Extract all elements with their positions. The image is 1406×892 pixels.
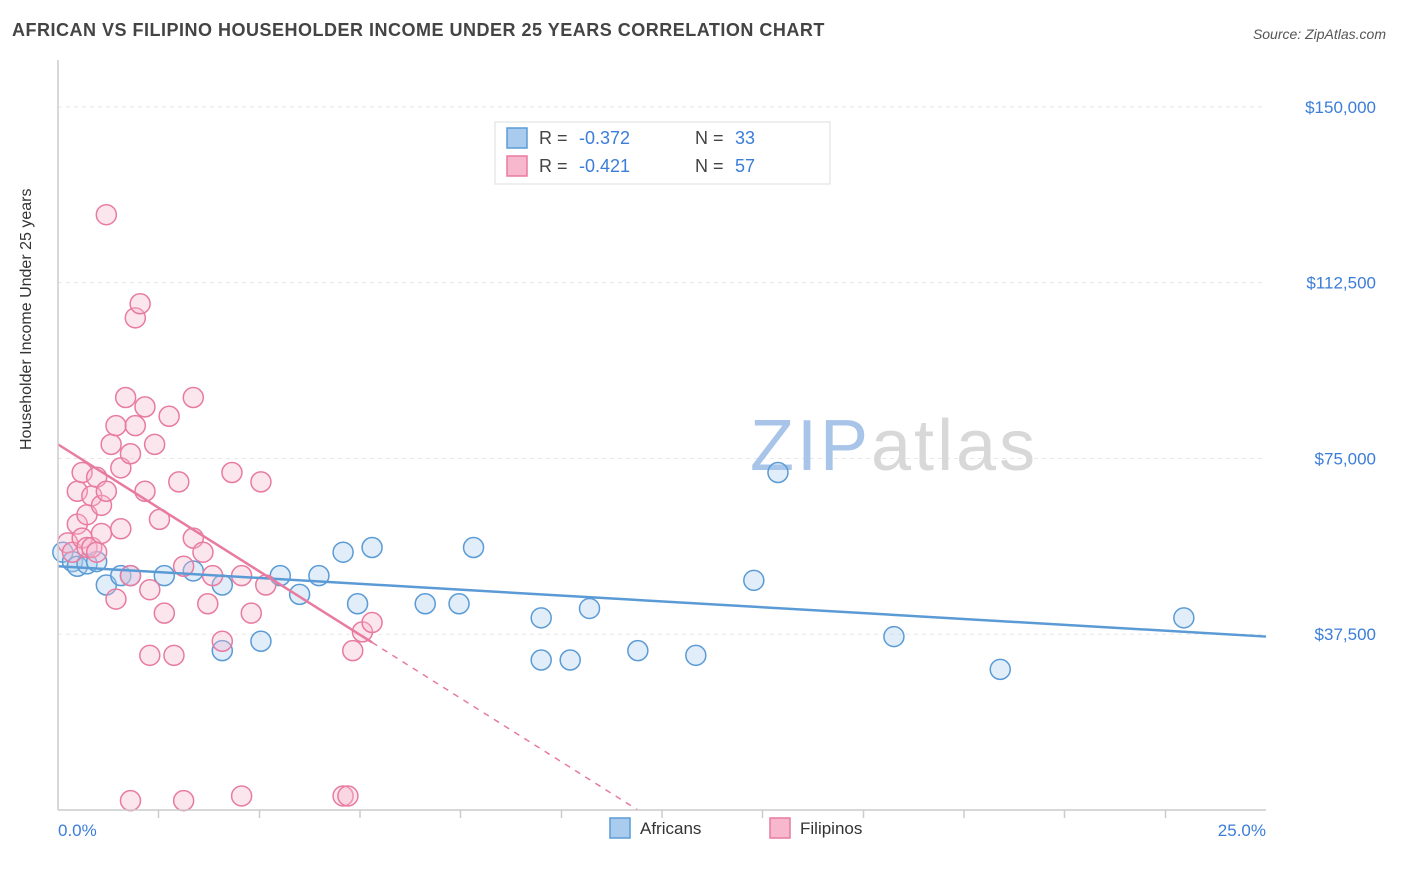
data-point — [96, 205, 116, 225]
scatter-chart: $37,500$75,000$112,500$150,000 ZIPatlas … — [50, 60, 1386, 840]
data-point — [116, 388, 136, 408]
data-point — [531, 608, 551, 628]
data-point — [449, 594, 469, 614]
svg-text:$150,000: $150,000 — [1305, 98, 1376, 117]
data-point — [362, 613, 382, 633]
data-point — [362, 538, 382, 558]
data-point — [120, 791, 140, 811]
y-axis-label: Householder Income Under 25 years — [18, 189, 36, 450]
data-point — [145, 434, 165, 454]
data-point — [87, 542, 107, 562]
data-point — [415, 594, 435, 614]
data-point — [333, 542, 353, 562]
legend-swatch — [610, 818, 630, 838]
data-point — [91, 523, 111, 543]
data-point — [628, 641, 648, 661]
data-point — [169, 472, 189, 492]
data-point — [96, 481, 116, 501]
data-point — [251, 472, 271, 492]
data-point — [130, 294, 150, 314]
legend-label: Africans — [640, 819, 701, 838]
data-point — [768, 463, 788, 483]
svg-text:$37,500: $37,500 — [1315, 625, 1376, 644]
source-attribution: Source: ZipAtlas.com — [1253, 26, 1386, 42]
data-point — [222, 463, 242, 483]
trend-line — [58, 566, 1266, 636]
data-point — [338, 786, 358, 806]
data-point — [241, 603, 261, 623]
data-point — [106, 589, 126, 609]
data-point — [174, 791, 194, 811]
data-point — [884, 627, 904, 647]
data-points — [53, 205, 1194, 811]
svg-text:-0.421: -0.421 — [579, 156, 630, 176]
data-point — [154, 603, 174, 623]
data-point — [580, 598, 600, 618]
data-point — [159, 406, 179, 426]
data-point — [212, 631, 232, 651]
legend-label: Filipinos — [800, 819, 862, 838]
svg-text:$75,000: $75,000 — [1315, 449, 1376, 468]
data-point — [125, 416, 145, 436]
svg-text:0.0%: 0.0% — [58, 821, 97, 840]
data-point — [464, 538, 484, 558]
trend-lines — [58, 444, 1266, 810]
data-point — [990, 659, 1010, 679]
data-point — [135, 397, 155, 417]
svg-text:N =: N = — [695, 128, 724, 148]
data-point — [106, 416, 126, 436]
data-point — [140, 580, 160, 600]
legend-swatch — [770, 818, 790, 838]
data-point — [1174, 608, 1194, 628]
svg-text:33: 33 — [735, 128, 755, 148]
data-point — [348, 594, 368, 614]
data-point — [101, 434, 121, 454]
svg-text:-0.372: -0.372 — [579, 128, 630, 148]
data-point — [744, 570, 764, 590]
svg-text:57: 57 — [735, 156, 755, 176]
data-point — [198, 594, 218, 614]
data-point — [531, 650, 551, 670]
data-point — [343, 641, 363, 661]
data-point — [183, 388, 203, 408]
data-point — [164, 645, 184, 665]
trend-line-extrapolated — [372, 642, 638, 810]
data-point — [251, 631, 271, 651]
svg-text:25.0%: 25.0% — [1218, 821, 1266, 840]
data-point — [120, 566, 140, 586]
data-point — [120, 444, 140, 464]
data-point — [232, 786, 252, 806]
data-point — [560, 650, 580, 670]
svg-text:R =: R = — [539, 128, 568, 148]
svg-text:N =: N = — [695, 156, 724, 176]
data-point — [686, 645, 706, 665]
data-point — [140, 645, 160, 665]
svg-text:R =: R = — [539, 156, 568, 176]
svg-text:ZIPatlas: ZIPatlas — [750, 406, 1038, 486]
watermark: ZIPatlas — [750, 406, 1038, 486]
data-point — [111, 519, 131, 539]
svg-text:$112,500: $112,500 — [1306, 274, 1376, 293]
chart-title: AFRICAN VS FILIPINO HOUSEHOLDER INCOME U… — [12, 20, 825, 41]
legend: Africans Filipinos — [610, 818, 862, 838]
data-point — [193, 542, 213, 562]
stats-box: R = -0.372 N = 33 R = -0.421 N = 57 — [495, 122, 830, 184]
